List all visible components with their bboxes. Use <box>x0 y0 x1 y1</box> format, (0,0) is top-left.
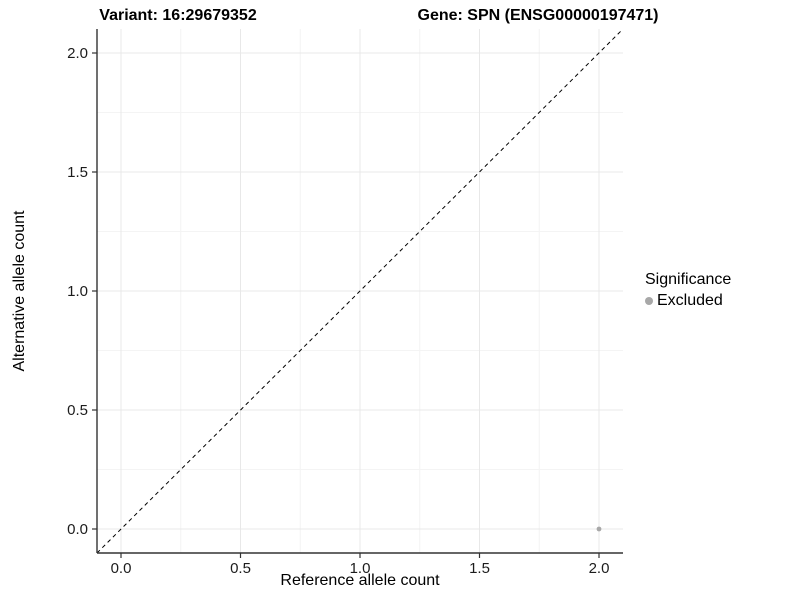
legend: Significance Excluded <box>645 271 731 310</box>
legend-title: Significance <box>645 271 732 288</box>
plot-title-variant: Variant: 16:29679352 <box>99 7 257 24</box>
plot-title-gene: Gene: SPN (ENSG00000197471) <box>417 7 659 24</box>
x-tick-label: 0.5 <box>230 560 251 577</box>
y-tick-label: 0.0 <box>67 521 88 538</box>
identity-dashed-line <box>96 28 624 554</box>
legend-point-icon <box>645 297 653 305</box>
y-tick-label: 2.0 <box>67 45 88 62</box>
legend-item-excluded: Excluded <box>645 292 731 310</box>
x-axis-title: Reference allele count <box>280 572 440 589</box>
x-tick-label: 1.5 <box>469 560 490 577</box>
y-tick-label: 1.0 <box>67 283 88 300</box>
y-tick-label: 0.5 <box>67 402 88 419</box>
data-point <box>596 526 602 532</box>
x-tick-label: 2.0 <box>589 560 610 577</box>
x-tick-label: 1.0 <box>350 560 371 577</box>
y-axis-title: Alternative allele count <box>11 210 28 372</box>
x-tick-label: 0.0 <box>111 560 132 577</box>
legend-item-label: Excluded <box>657 292 723 309</box>
y-tick-label: 1.5 <box>67 164 88 181</box>
